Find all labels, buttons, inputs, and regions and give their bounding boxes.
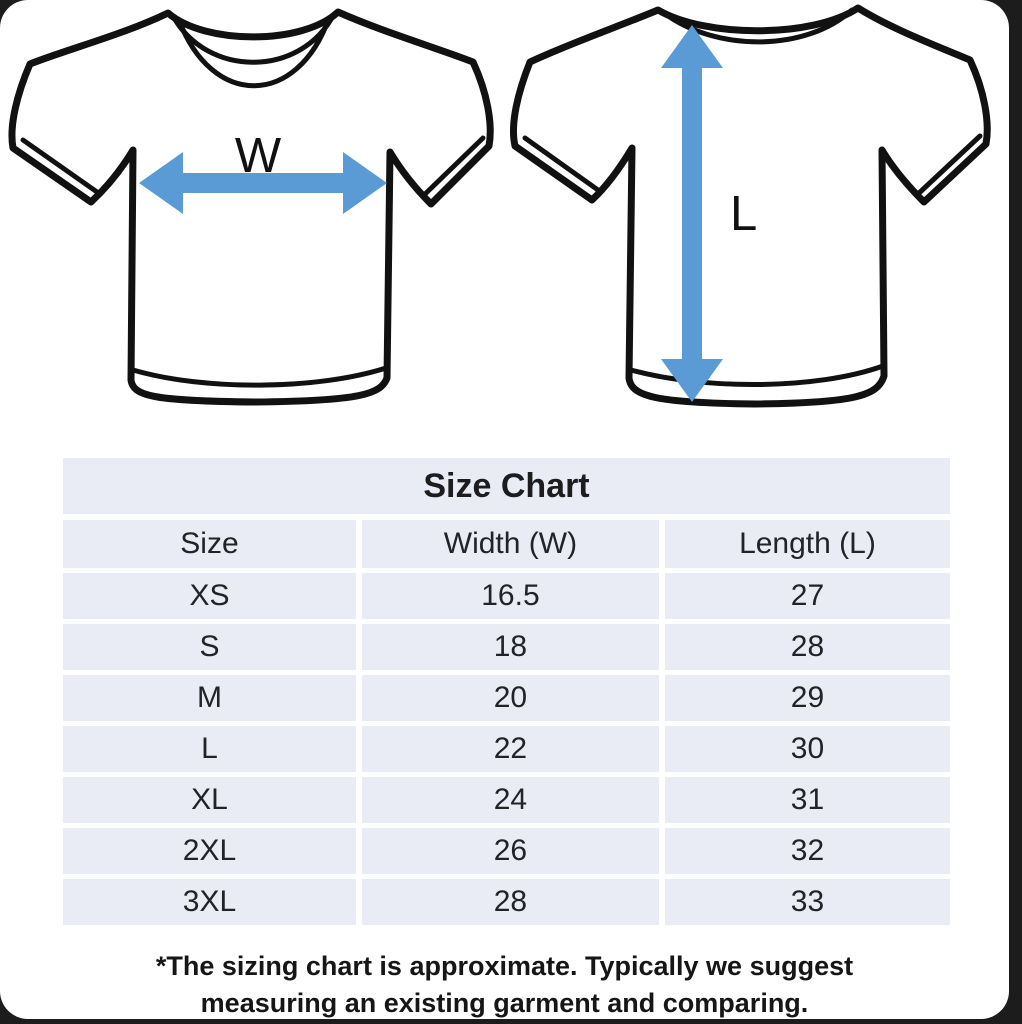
sizing-footnote: *The sizing chart is approximate. Typica… (0, 948, 1009, 1022)
back-hem-line (628, 363, 886, 388)
measurement-diagram: W L (0, 0, 1009, 430)
header-size: Size (63, 520, 356, 568)
width-value: 28 (361, 879, 659, 925)
length-value: 27 (664, 573, 950, 619)
width-value: 26 (361, 828, 659, 874)
tshirt-back-illustration: L (509, 4, 991, 408)
length-value: 28 (664, 624, 950, 670)
size-value: XS (63, 573, 356, 619)
width-value: 24 (361, 777, 659, 823)
size-value: M (63, 675, 356, 721)
left-cuff-line (20, 137, 100, 195)
right-cuff-line (915, 133, 983, 197)
size-chart-header-row: Size Width (W) Length (L) (63, 520, 950, 568)
table-row-s: S 18 28 (63, 624, 950, 670)
tshirt-back-outline (509, 4, 991, 408)
table-row-3xl: 3XL 28 33 (63, 879, 950, 925)
left-cuff-line (522, 135, 601, 193)
size-chart-title: Size Chart (63, 458, 950, 514)
size-value: L (63, 726, 356, 772)
width-value: 20 (361, 675, 659, 721)
width-value: 18 (361, 624, 659, 670)
width-value: 16.5 (361, 573, 659, 619)
footnote-line-1: *The sizing chart is approximate. Typica… (155, 951, 854, 981)
back-collar-line (661, 7, 855, 45)
header-length: Length (L) (664, 520, 950, 568)
footnote-line-2: measuring an existing garment and compar… (200, 988, 809, 1018)
table-row-xs: XS 16.5 27 (63, 573, 950, 619)
size-value: XL (63, 777, 356, 823)
right-cuff-line (420, 135, 486, 199)
table-row-xl: XL 24 31 (63, 777, 950, 823)
tshirt-front-illustration: W (8, 8, 494, 406)
size-value: S (63, 624, 356, 670)
size-value: 2XL (63, 828, 356, 874)
length-value: 30 (664, 726, 950, 772)
length-label: L (730, 187, 757, 241)
width-label: W (235, 129, 282, 183)
width-arrow-icon (139, 152, 387, 214)
table-row-l: L 22 30 (63, 726, 950, 772)
length-arrow-icon (661, 25, 723, 402)
width-value: 22 (361, 726, 659, 772)
size-value: 3XL (63, 879, 356, 925)
length-value: 29 (664, 675, 950, 721)
length-value: 31 (664, 777, 950, 823)
size-chart-table: Size Chart Size Width (W) Length (L) XS … (63, 458, 950, 925)
table-row-m: M 20 29 (63, 675, 950, 721)
tshirt-front-outline (8, 8, 494, 406)
header-width: Width (W) (361, 520, 659, 568)
table-row-2xl: 2XL 26 32 (63, 828, 950, 874)
front-hem-line (130, 365, 389, 388)
length-value: 32 (664, 828, 950, 874)
length-value: 33 (664, 879, 950, 925)
collar-band-line (176, 15, 332, 89)
